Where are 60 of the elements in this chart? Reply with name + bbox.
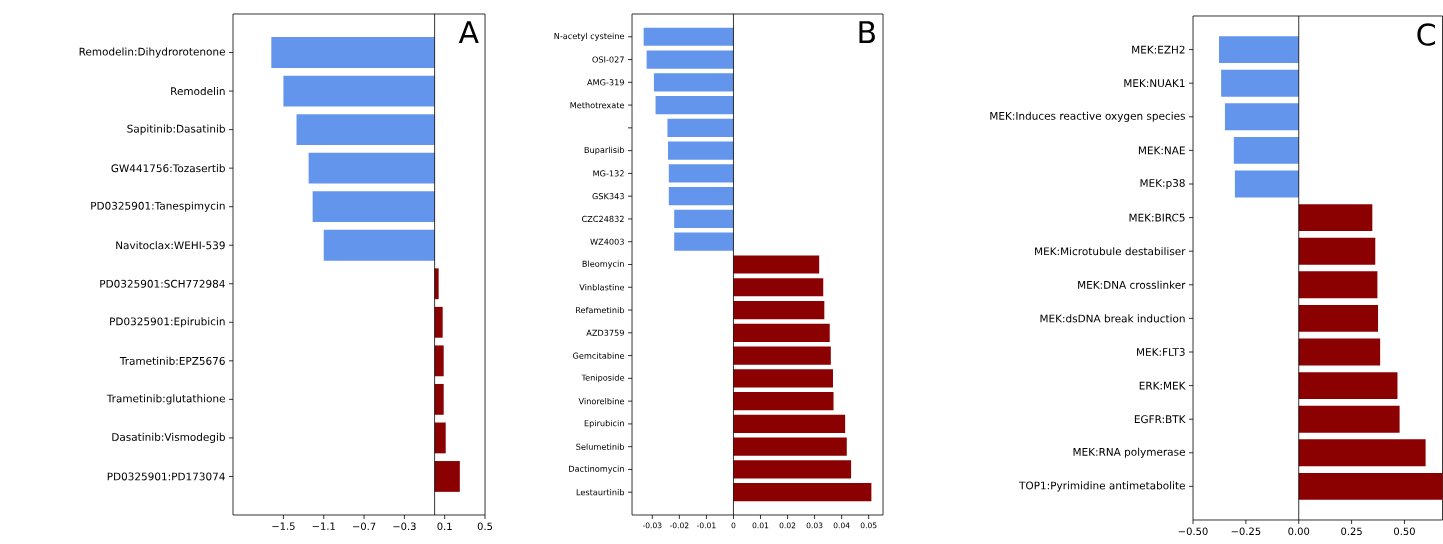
y-tick-label: GW441756:Tozasertib <box>111 164 225 173</box>
x-tick-label: 0.1 <box>437 522 452 531</box>
y-tick-label: Epirubicin <box>584 419 624 428</box>
y-tick-label: MEK:Microtubule destabiliser <box>1035 247 1186 256</box>
y-tick-label: Trametinib:glutathione <box>106 394 225 405</box>
y-tick-label: MEK:NUAK1 <box>1124 79 1185 88</box>
y-tick-label: OSI-027 <box>592 56 624 63</box>
x-tick-label: 0.50 <box>1394 527 1415 536</box>
y-tick-label: AMG-319 <box>587 79 624 86</box>
y-tick-label: Refametinib <box>575 306 625 314</box>
x-tick-label: −1.5 <box>272 522 295 530</box>
y-tick-label: PD0325901:Tanespimycin <box>91 201 225 212</box>
y-tick-label: Bleomycin <box>582 260 624 269</box>
y-tick-label: PD0325901:PD173074 <box>107 472 225 481</box>
y-tick-label: GSK343 <box>592 193 624 200</box>
y-tick-label: Sapitinib:Dasatinib <box>127 124 225 135</box>
y-tick-label: WZ4003 <box>590 238 624 245</box>
y-tick-label: Vinorelbine <box>578 397 625 405</box>
y-tick-label: ERK:MEK <box>1139 381 1186 390</box>
y-tick-label: Vinblastine <box>579 284 625 291</box>
y-tick-label: N-acetyl cysteine <box>554 32 625 41</box>
y-tick-label: PD0325901:Epirubicin <box>110 317 225 328</box>
x-tick-label: −0.7 <box>353 522 376 531</box>
y-tick-label: MG-132 <box>593 170 624 177</box>
y-tick-label: Remodelin:Dihydrorotenone <box>79 47 225 58</box>
y-tick-label: MEK:EZH2 <box>1132 45 1185 54</box>
y-tick-label: PD0325901:SCH772984 <box>100 279 225 288</box>
y-tick-label: MEK:NAE <box>1138 146 1185 155</box>
annotation: A <box>458 21 479 43</box>
y-tick-label: Remodelin <box>171 87 225 96</box>
y-tick-label: Dactinomycin <box>569 465 624 474</box>
y-tick-label: TOP1:Pyrimidine antimetabolite <box>1019 481 1185 492</box>
y-tick-label: Selumetinib <box>576 443 625 450</box>
y-tick-label: Lestaurtinib <box>576 489 625 496</box>
y-tick-label: Buparlisib <box>584 146 625 155</box>
y-tick-label: MEK:FLT3 <box>1137 348 1185 356</box>
x-tick-label: −1.1 <box>312 522 335 530</box>
x-tick-label: 0.25 <box>1341 527 1362 536</box>
y-tick-label: Trametinib:EPZ5676 <box>119 356 225 365</box>
y-tick-label: EGFR:BTK <box>1134 415 1186 424</box>
y-tick-label: Teniposide <box>581 374 625 383</box>
y-tick-label: Dasatinib:Vismodegib <box>112 432 225 443</box>
x-tick-label: −0.25 <box>1231 527 1261 536</box>
x-tick-label: 0.00 <box>1288 527 1310 536</box>
annotation: B <box>859 21 875 43</box>
x-tick-label: −0.50 <box>1178 527 1208 536</box>
x-tick-label: −0.3 <box>393 522 416 531</box>
y-tick-label: MEK:p38 <box>1140 179 1185 189</box>
y-tick-label: Methotrexate <box>570 101 625 109</box>
y-tick-label: Navitoclax:WEHI-539 <box>116 241 225 250</box>
y-tick-label: MEK:RNA polymerase <box>1073 447 1185 458</box>
y-tick-label: MEK:dsDNA break induction <box>1040 314 1185 323</box>
y-tick-label: MEK:Induces reactive oxygen species <box>990 111 1185 122</box>
y-tick-label: AZD3759 <box>586 329 624 336</box>
y-tick-label: MEK:DNA crosslinker <box>1078 280 1186 289</box>
x-tick-label: 0.5 <box>477 522 493 531</box>
y-tick-label: MEK:BIRC5 <box>1129 213 1185 222</box>
y-tick-label: CZC24832 <box>581 215 624 223</box>
y-tick-label: Gemcitabine <box>573 352 625 359</box>
annotation: C <box>1417 23 1435 46</box>
